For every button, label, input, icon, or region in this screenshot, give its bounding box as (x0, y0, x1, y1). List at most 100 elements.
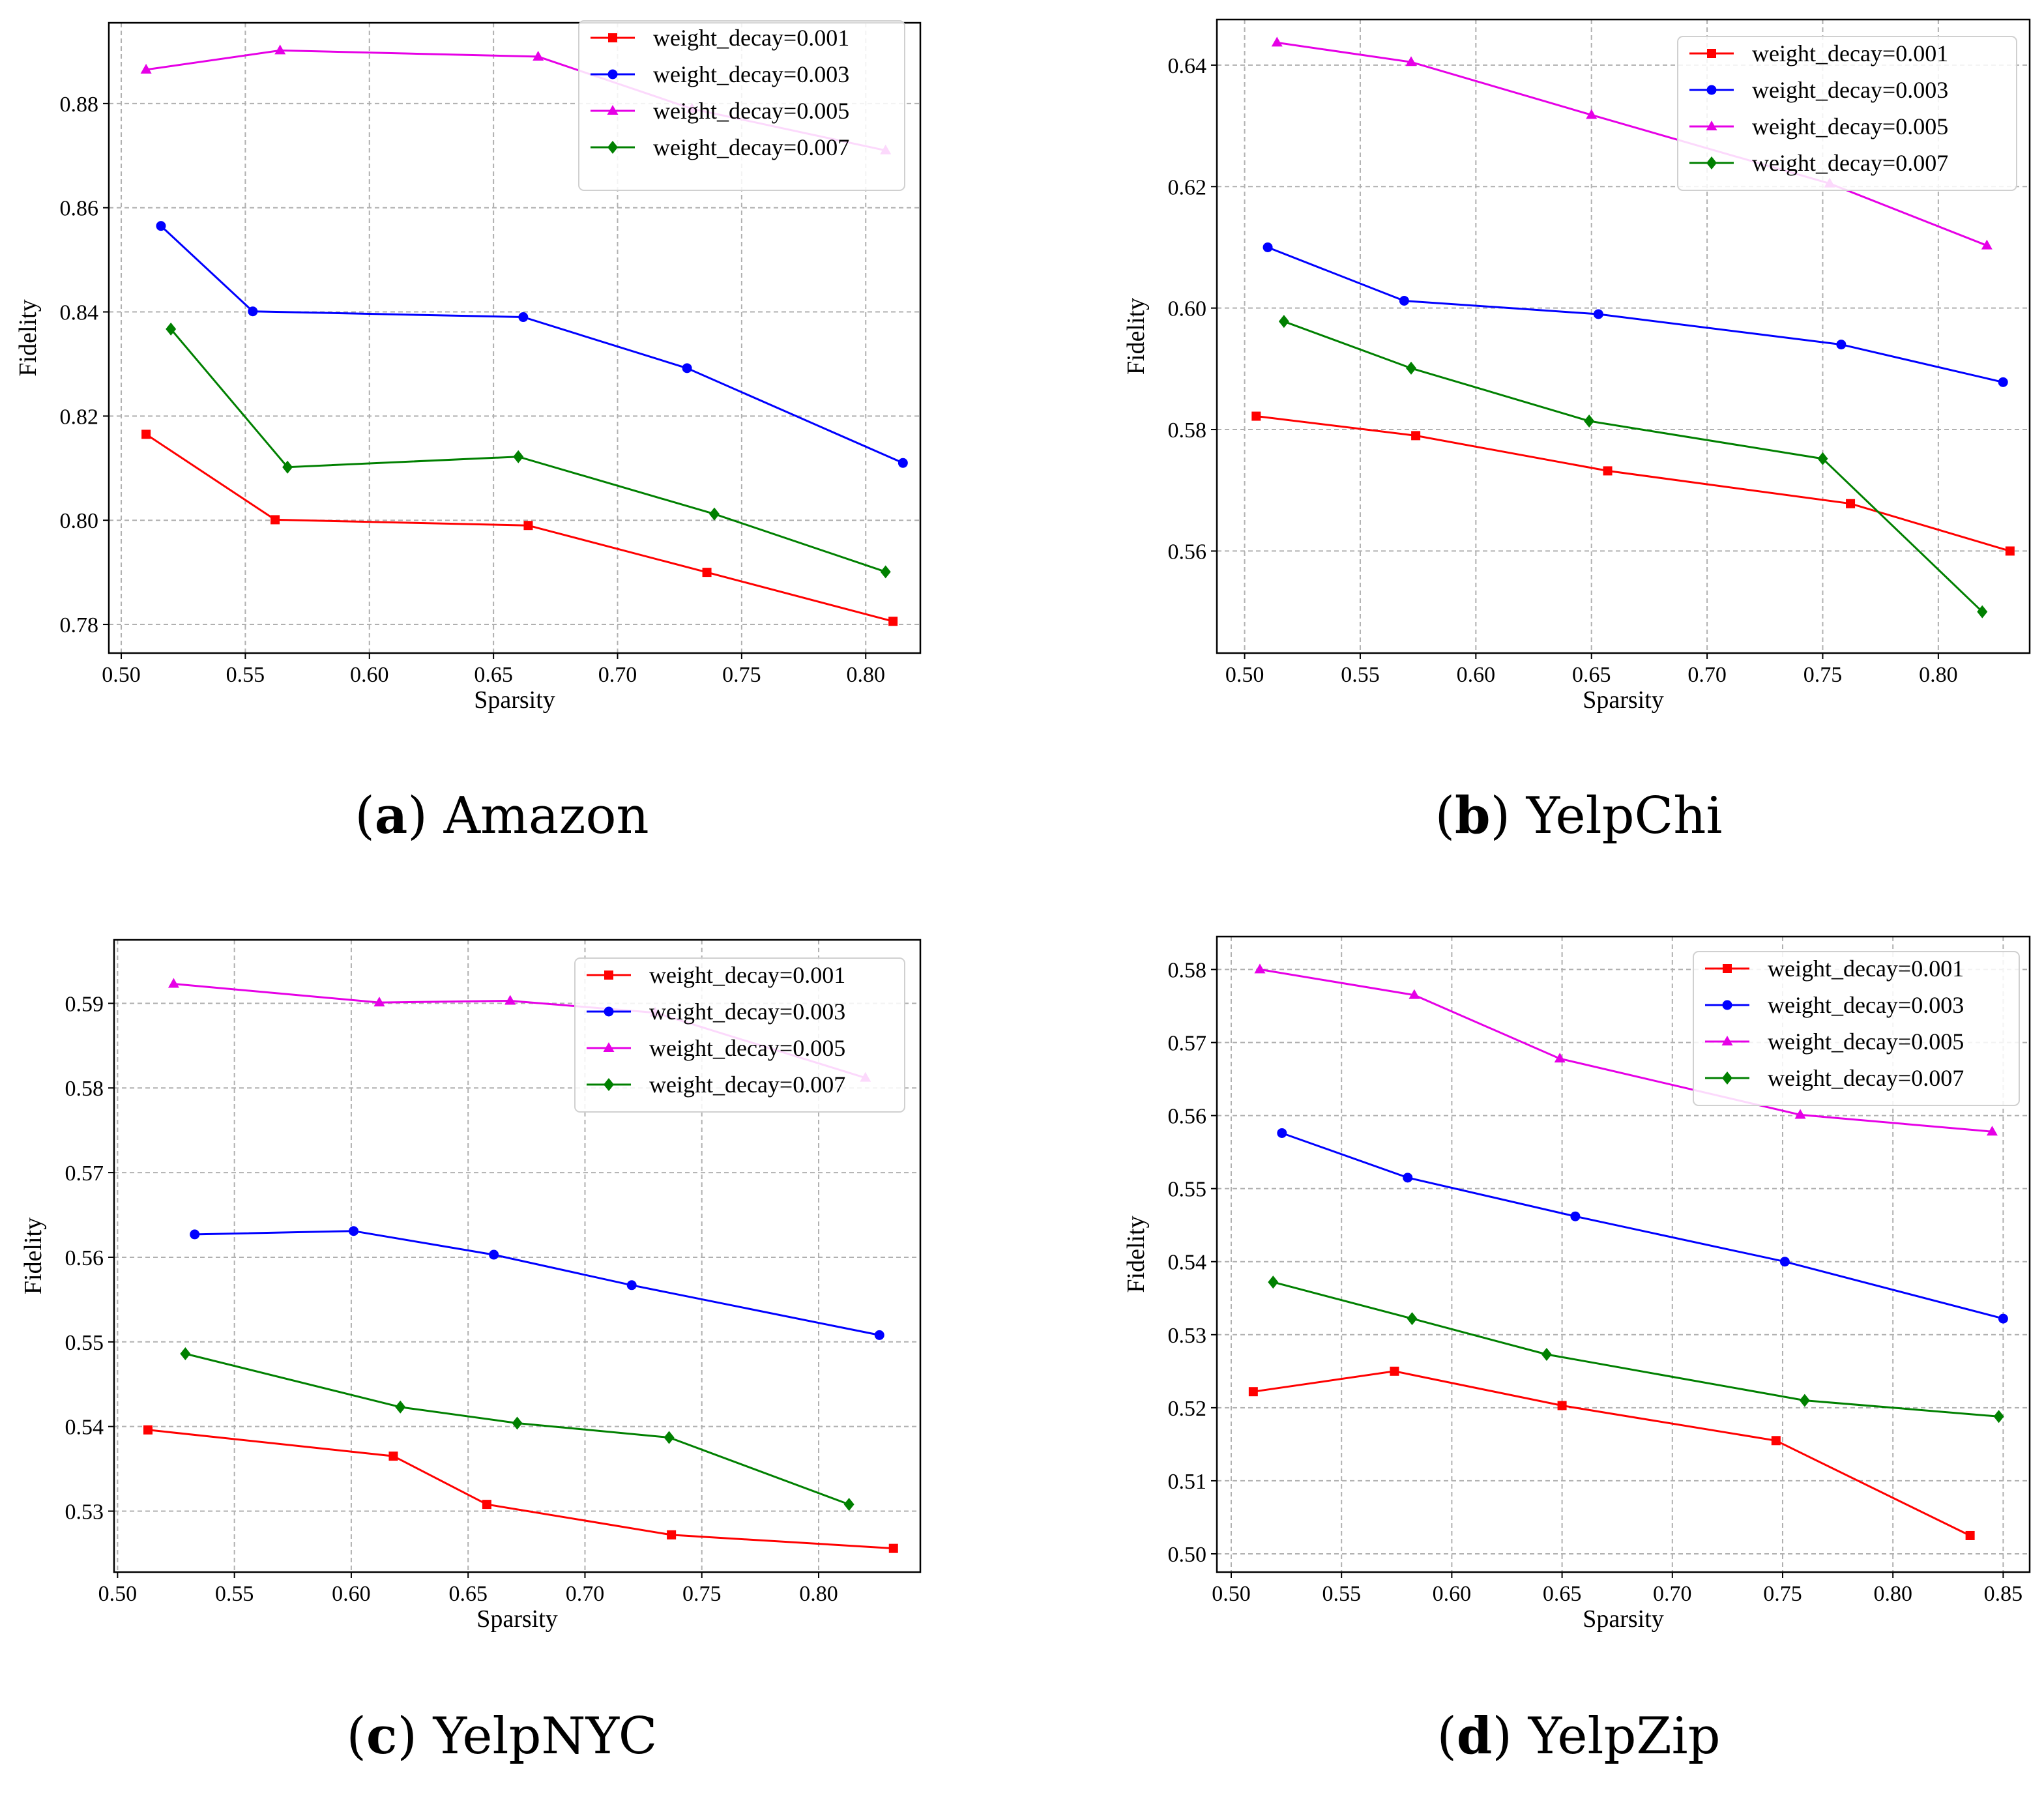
x-tick-label: 0.80 (1919, 663, 1958, 687)
data-point (248, 306, 258, 317)
data-point (1998, 377, 2008, 387)
y-tick-label: 0.58 (65, 1077, 104, 1101)
data-point (664, 1431, 675, 1444)
data-point (1570, 1211, 1581, 1221)
y-tick-label: 0.82 (60, 405, 99, 429)
legend-marker (604, 970, 613, 980)
x-tick-label: 0.65 (448, 1582, 488, 1606)
x-tick-label: 0.85 (1984, 1582, 2023, 1606)
x-tick-label: 0.70 (1653, 1582, 1692, 1606)
x-tick-label: 0.75 (1763, 1582, 1802, 1606)
y-tick-label: 0.54 (65, 1416, 104, 1440)
plot-frame (1216, 18, 2031, 654)
plot-frame (113, 939, 922, 1573)
x-axis-title: Sparsity (474, 686, 555, 714)
x-tick-label: 0.65 (1572, 663, 1611, 687)
y-tick-label: 0.55 (1168, 1178, 1207, 1202)
legend-marker (603, 1042, 615, 1052)
data-point (1771, 1436, 1781, 1446)
data-point (156, 221, 166, 231)
legend-label: weight_decay=0.003 (653, 61, 849, 87)
data-point (1965, 1530, 1975, 1540)
x-tick-label: 0.60 (350, 663, 389, 687)
y-tick-label: 0.56 (65, 1246, 104, 1270)
data-point (667, 1530, 677, 1540)
data-point (682, 363, 692, 373)
data-point (1406, 361, 1417, 375)
x-tick-label: 0.75 (722, 663, 761, 687)
legend-label: weight_decay=0.003 (1768, 992, 1964, 1018)
panel-caption: (c) YelpNYC (347, 1706, 658, 1766)
panel-caption: (b) YelpChi (1435, 786, 1723, 845)
legend-label: weight_decay=0.001 (649, 962, 845, 988)
data-point (373, 997, 385, 1007)
chart-panel-a: 0.50 0.55 0.60 0.65 0.70 0.75 0.80 0.78 0.80 0.82… (14, 20, 922, 714)
legend-marker (604, 1078, 614, 1091)
data-point (1271, 36, 1283, 47)
x-tick-label: 0.50 (98, 1582, 138, 1606)
x-tick-label: 0.75 (1803, 663, 1843, 687)
data-point (1593, 309, 1603, 319)
panel-caption: (d) YelpZip (1437, 1706, 1720, 1766)
x-tick-label: 0.80 (846, 663, 885, 687)
legend-label: weight_decay=0.007 (649, 1072, 845, 1098)
legend-marker (1721, 1036, 1733, 1045)
data-point (2005, 546, 2015, 556)
y-tick-label: 0.56 (1168, 1105, 1207, 1129)
legend-marker (1706, 156, 1717, 169)
x-tick-label: 0.65 (474, 663, 513, 687)
data-point (180, 1347, 191, 1360)
data-point (349, 1226, 359, 1236)
x-tick-label: 0.50 (1225, 663, 1264, 687)
data-point (1541, 1348, 1552, 1362)
y-axis-title: Fidelity (14, 299, 42, 376)
data-point (1277, 1128, 1287, 1138)
data-point (1268, 1276, 1279, 1289)
x-tick-label: 0.60 (1433, 1582, 1472, 1606)
data-point (395, 1400, 406, 1414)
y-tick-label: 0.53 (1168, 1324, 1207, 1348)
x-axis-title: Sparsity (1583, 686, 1664, 714)
data-point (270, 515, 280, 525)
data-point (489, 1249, 499, 1260)
y-axis-title: Fidelity (1122, 1216, 1150, 1292)
data-point (1799, 1394, 1810, 1407)
y-tick-label: 0.57 (1168, 1032, 1207, 1056)
y-tick-label: 0.60 (1168, 297, 1207, 321)
data-point (143, 1425, 153, 1435)
data-point (1584, 415, 1595, 428)
legend-marker (1722, 1000, 1732, 1010)
plot-frame (108, 22, 922, 654)
data-point (1409, 989, 1420, 999)
x-tick-label: 0.70 (1687, 663, 1727, 687)
legend-marker (608, 33, 617, 42)
data-point (1557, 1401, 1567, 1410)
legend: weight_decay=0.001 weight_decay=0.003weig… (1677, 36, 2017, 191)
legend: weight_decay=0.001 weight_decay=0.003weig… (574, 957, 905, 1113)
legend: weight_decay=0.001 weight_decay=0.003weig… (578, 20, 905, 191)
data-point (512, 1416, 523, 1430)
data-point (1986, 1126, 1998, 1136)
x-tick-label: 0.50 (102, 663, 141, 687)
chart-panel-c: 0.50 0.55 0.60 0.65 0.70 0.75 0.80 0.53 0.54 0.55… (20, 939, 922, 1633)
data-point (1254, 963, 1266, 974)
legend-box (1693, 951, 2020, 1106)
legend-box (578, 20, 905, 191)
data-point (1399, 295, 1409, 306)
y-tick-label: 0.56 (1168, 540, 1207, 564)
legend-marker (607, 105, 619, 115)
data-point (533, 50, 544, 61)
y-tick-label: 0.64 (1168, 54, 1207, 78)
panel-caption: (a) Amazon (355, 786, 649, 845)
y-tick-label: 0.59 (65, 992, 104, 1016)
x-tick-label: 0.70 (598, 663, 637, 687)
legend-marker (1722, 1072, 1732, 1085)
legend-label: weight_decay=0.001 (653, 25, 849, 51)
data-point (898, 458, 908, 468)
data-point (274, 44, 286, 55)
data-point (843, 1498, 854, 1511)
y-tick-label: 0.62 (1168, 175, 1207, 199)
legend-label: weight_decay=0.003 (649, 999, 845, 1025)
data-point (1554, 1053, 1566, 1063)
